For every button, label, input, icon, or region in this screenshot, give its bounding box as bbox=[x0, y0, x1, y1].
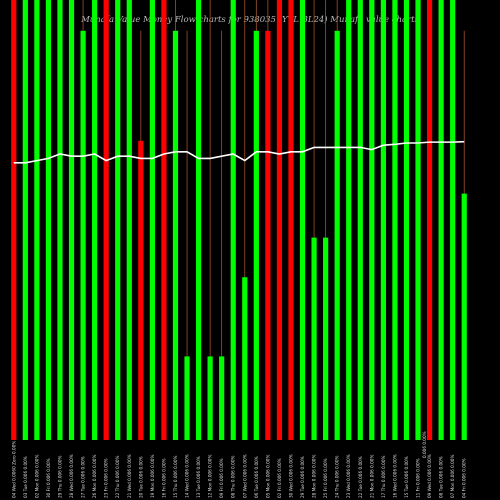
money-flow-bar bbox=[253, 30, 259, 441]
x-tick-label: 04 Fri 0.006 0.00% bbox=[462, 458, 467, 498]
x-tick-label: 21 Mon 0.006 0.00% bbox=[369, 455, 374, 498]
money-flow-bar bbox=[323, 237, 329, 440]
money-flow-bar bbox=[450, 0, 456, 440]
money-flow-bar bbox=[138, 140, 144, 441]
money-flow-bar bbox=[230, 0, 236, 440]
x-tick-label: 23 Fri 0.006 0.00% bbox=[104, 458, 109, 498]
money-flow-bar bbox=[92, 0, 98, 440]
x-tick-label: 27 Tue 0.006 0.00% bbox=[81, 456, 86, 498]
annotation-label: 0.006 0.00% bbox=[422, 431, 427, 458]
money-flow-bar bbox=[45, 0, 52, 440]
x-tick-label: 07 Wed 0.006 0.00% bbox=[242, 454, 247, 498]
money-flow-bar bbox=[392, 0, 398, 440]
x-tick-label: 29 Thu 0.006 0.00% bbox=[57, 456, 62, 498]
x-tick-label: 23 Wed 0.006 0.00% bbox=[346, 454, 351, 498]
money-flow-bar bbox=[334, 30, 340, 441]
money-flow-bar bbox=[126, 0, 132, 440]
x-tick-label: 15 Tue 0.006 0.00% bbox=[404, 456, 409, 498]
x-tick-label: 30 Fri 0.006 0.00% bbox=[46, 458, 51, 498]
money-flow-bar bbox=[346, 0, 352, 440]
money-flow-bar bbox=[299, 0, 306, 440]
x-tick-label: 30 Wed 0.006 0.00% bbox=[288, 454, 293, 498]
money-flow-bar bbox=[68, 0, 75, 440]
money-flow-bar bbox=[357, 0, 363, 440]
x-tick-label: 04 Wed 0.0060 Zero 0.00% bbox=[11, 441, 16, 498]
x-tick-label: 15 Thu 0.006 0.00% bbox=[173, 456, 178, 498]
x-tick-label: 22 Thu 0.006 0.00% bbox=[115, 456, 120, 498]
money-flow-bar bbox=[242, 277, 248, 440]
x-tick-label: 13 Tue 0.006 0.00% bbox=[196, 456, 201, 498]
x-tick-label: 08 Thu 0.006 0.00% bbox=[231, 456, 236, 498]
price-line bbox=[13, 140, 465, 164]
x-tick-label: 08 Tue 0.006 0.00% bbox=[439, 456, 444, 498]
money-flow-bar bbox=[415, 0, 421, 440]
x-tick-label: 19 Mon 0.006 0.00% bbox=[150, 455, 155, 498]
x-tick-label: 26 Mon 0.006 0.00% bbox=[92, 455, 97, 498]
price-line-layer bbox=[13, 140, 465, 164]
x-tick-label: 02 Fri 0.006 0.00% bbox=[277, 458, 282, 498]
money-flow-bar bbox=[207, 356, 213, 440]
money-flow-bar bbox=[311, 237, 317, 440]
x-tick-label: 12 Mon 0.006 0.00% bbox=[208, 455, 213, 498]
money-flow-bar bbox=[426, 0, 433, 440]
money-flow-bar bbox=[57, 0, 63, 440]
chart-title: Munafa Value Money Flow charts for 93803… bbox=[81, 15, 419, 25]
money-flow-bar bbox=[115, 0, 121, 440]
money-flow-bar bbox=[80, 30, 86, 441]
x-tick-label: 24 Thu 0.006 0.00% bbox=[335, 456, 340, 498]
money-flow-bar bbox=[161, 0, 167, 440]
x-tick-label: 29 Tue 0.006 0.00% bbox=[300, 456, 305, 498]
x-tick-label: 11 Fri 0.006 0.00% bbox=[416, 458, 421, 498]
x-tick-label: 03 Tue 0.006 0.00% bbox=[23, 456, 28, 498]
x-tick-label: 14 Wed 0.006 0.00% bbox=[185, 454, 190, 498]
money-flow-bar bbox=[461, 193, 467, 440]
money-flow-bar bbox=[103, 0, 109, 440]
tick-labels-layer: 04 Wed 0.0060 Zero 0.00% 03 Tue 0.006 0.0… bbox=[11, 431, 466, 498]
x-tick-label: 22 Tue 0.006 0.00% bbox=[358, 456, 363, 498]
money-flow-bar bbox=[380, 0, 386, 440]
money-flow-bar bbox=[184, 356, 190, 440]
money-flow-bar bbox=[22, 0, 28, 440]
money-flow-bar bbox=[149, 0, 155, 440]
x-tick-label: 06 Tue 0.006 0.00% bbox=[254, 456, 259, 498]
money-flow-bar bbox=[276, 0, 283, 440]
money-flow-bar bbox=[34, 0, 40, 440]
x-tick-label: 25 Fri 0.006 0.00% bbox=[323, 458, 328, 498]
x-tick-label: 17 Thu 0.006 0.00% bbox=[381, 456, 386, 498]
x-tick-label: 05 Mon 0.006 0.00% bbox=[265, 455, 270, 498]
x-tick-label: 16 Wed 0.006 0.00% bbox=[392, 454, 397, 498]
x-tick-label: 16 Fri 0.006 0.00% bbox=[161, 458, 166, 498]
x-tick-label: 21 Wed 0.006 0.00% bbox=[127, 454, 132, 498]
money-flow-bar bbox=[11, 0, 17, 440]
money-flow-bar bbox=[369, 0, 375, 440]
x-tick-label: 07 Mon 0.006 0.00% bbox=[450, 455, 455, 498]
x-tick-label: 09 Wed 0.006 0.00% bbox=[427, 454, 432, 498]
x-tick-label: 09 Fri 0.006 0.00% bbox=[219, 458, 224, 498]
bars-layer bbox=[11, 0, 467, 441]
x-tick-label: 28 Wed 0.006 0.00% bbox=[69, 454, 74, 498]
money-flow-bar bbox=[195, 0, 202, 440]
money-flow-bar bbox=[403, 0, 410, 440]
x-tick-label: 20 Tue 0.006 0.00% bbox=[138, 456, 143, 498]
x-tick-label: 28 Mon 0.006 0.00% bbox=[312, 455, 317, 498]
money-flow-bar bbox=[219, 356, 225, 440]
x-tick-label: 02 Mon 0.006 0.00% bbox=[34, 455, 39, 498]
money-flow-bar bbox=[265, 30, 271, 441]
money-flow-bar bbox=[288, 0, 294, 440]
money-flow-bar bbox=[438, 0, 444, 440]
money-flow-bar bbox=[172, 30, 179, 441]
